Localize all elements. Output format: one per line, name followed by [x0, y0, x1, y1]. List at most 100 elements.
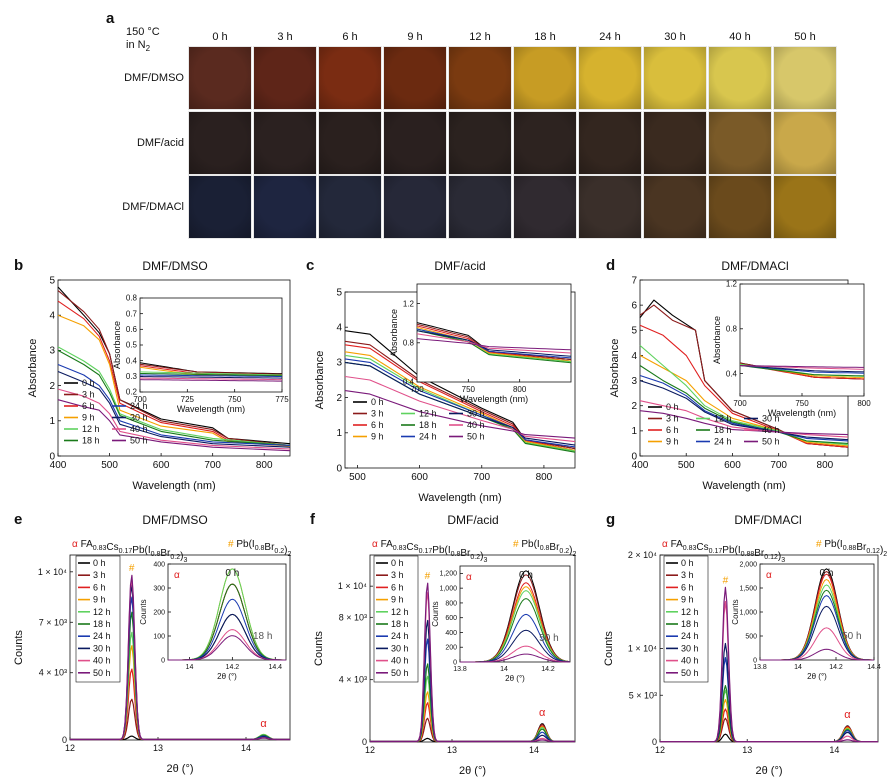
panel-b-legend-label: 50 h — [130, 436, 148, 446]
panel-f-inset-ytick-label: 1,000 — [439, 585, 457, 592]
panel-d-legend-label: 12 h — [714, 414, 732, 424]
panel-e-ytick-label: 4 × 10³ — [39, 668, 67, 678]
film-photo — [318, 46, 382, 110]
panel-c-legend-label: 0 h — [371, 397, 384, 407]
panel-c-ytick-label: 1 — [336, 428, 342, 439]
panel-b-ytick-label: 2 — [49, 381, 55, 392]
panel-g-legend-label: 18 h — [681, 619, 699, 629]
panel-g-ytick-label: 5 × 10³ — [629, 690, 657, 700]
panel-b-series-line — [57, 388, 291, 450]
panel-b-inset-xlabel: Wavelength (nm) — [177, 404, 245, 414]
panel-e-legend-label: 18 h — [93, 619, 111, 629]
panel-f-series-line — [370, 582, 575, 743]
panel-b-inset-line — [139, 363, 283, 375]
panel-g-inset-alpha: α — [766, 570, 772, 581]
panel-f-inset-ytick-label: 200 — [445, 645, 457, 652]
panel-f-inset-xtick-label: 14 — [500, 666, 508, 673]
panel-e-phase2-label: # Pb(I0.8Br0.2)2 — [228, 539, 292, 558]
panel-e-legend-label: 3 h — [93, 570, 106, 580]
panel-e-inset-bg — [168, 564, 286, 660]
panel-c-inset-xlabel: Wavelength (nm) — [460, 394, 528, 404]
panel-g-title: DMF/DMACl — [734, 513, 801, 527]
panel-f-title: DMF/acid — [447, 513, 498, 527]
panel-b-legend-label: 24 h — [130, 401, 148, 411]
panel-b-inset-xtick-label: 700 — [133, 395, 147, 404]
panel-f-legend-label: 18 h — [391, 619, 409, 629]
film-photo — [643, 46, 707, 110]
panel-c-inset-xtick-label: 700 — [410, 385, 424, 394]
panel-b-xtick-label: 700 — [204, 460, 221, 471]
panel-c-inset-frame — [416, 283, 572, 383]
panel-b-legend-label: 9 h — [82, 413, 95, 423]
panel-e-title: DMF/DMSO — [142, 513, 207, 527]
panel-f-inset-xtick-label: 14.2 — [541, 666, 555, 673]
film-photo — [773, 46, 837, 110]
film-photo — [318, 111, 382, 175]
panel-b-inset-line — [139, 371, 283, 376]
panel-b-legend-label: 18 h — [82, 436, 100, 446]
panel-d-xlabel: Wavelength (nm) — [702, 480, 785, 492]
panel-e-xlabel: 2θ (°) — [166, 763, 193, 775]
panel-d-inset-line — [739, 365, 864, 368]
panel-e-series-line — [70, 574, 290, 741]
panel-b-inset-ytick-label: 0.2 — [126, 388, 138, 397]
panel-d-xtick-label: 400 — [632, 460, 649, 471]
panel-b-inset-ytick-label: 0.5 — [126, 341, 138, 350]
panel-g-legend-label: 12 h — [681, 607, 699, 617]
panel-g-inset-xtick-label: 14.2 — [829, 664, 843, 671]
panel-f-inset-ytick-label: 0 — [453, 659, 457, 666]
panel-g-alpha-marker: α — [844, 709, 851, 721]
panel-c-series-line — [344, 361, 576, 446]
panel-e-legend-label: 50 h — [93, 668, 111, 678]
panel-d-series-line — [639, 365, 849, 444]
panel-e-inset-side-label: 18 h — [253, 631, 272, 642]
film-photo — [253, 46, 317, 110]
panel-e-inset-ytick-label: 0 — [161, 657, 165, 664]
panel-c-ytick-label: 5 — [336, 287, 342, 298]
panel-b-inset-line — [140, 374, 282, 377]
panel-c-inset-line — [416, 330, 572, 357]
panel-c-legend-label: 50 h — [467, 432, 485, 442]
panel-f-inset-ytick-label: 1,200 — [439, 571, 457, 578]
panel-g-hash-marker: # — [723, 576, 729, 587]
panel-b-xlabel: Wavelength (nm) — [132, 480, 215, 492]
panel-b-xtick-label: 600 — [153, 460, 170, 471]
panel-b-series-line — [57, 370, 291, 448]
panel-b-inset-xtick-label: 725 — [181, 395, 195, 404]
panel-b-inset-ytick-label: 0.3 — [126, 372, 138, 381]
panel-e-hash-marker: # — [129, 563, 135, 574]
panel-g-ytick-label: 0 — [652, 737, 657, 747]
panel-c-series-line — [344, 390, 576, 439]
panel-e-inset-ytick-label: 200 — [153, 609, 165, 616]
panel-c-inset-line — [416, 338, 572, 351]
panel-e-legend-label: 40 h — [93, 656, 111, 666]
panel-e-inset-xlabel: 2θ (°) — [217, 672, 237, 681]
panel-e-legend-label: 12 h — [93, 607, 111, 617]
panel-f-inset-frame — [459, 565, 571, 663]
panel-e-legend-label: 24 h — [93, 631, 111, 641]
panel-c-legend-label: 12 h — [419, 409, 437, 419]
panel-f-inset-alpha: α — [466, 572, 472, 583]
panel-g-legend-label: 3 h — [681, 570, 694, 580]
panel-f-legend-label: 50 h — [391, 668, 409, 678]
row-label: DMF/DMSO — [124, 72, 184, 84]
panel-c-ytick-label: 3 — [336, 358, 342, 369]
panel-c-inset-xtick-label: 800 — [513, 385, 527, 394]
panel-b-inset-xtick-label: 750 — [228, 395, 242, 404]
panel-b-frame — [57, 279, 291, 457]
panel-f-inset-ylabel: Counts — [431, 601, 440, 626]
film-photo — [383, 46, 447, 110]
panel-g-inset-xtick-label: 14.4 — [867, 664, 881, 671]
panel-b-inset-ytick-label: 0.6 — [126, 325, 138, 334]
panel-c-xtick-label: 500 — [349, 472, 366, 483]
panel-d-ytick-label: 3 — [631, 376, 637, 387]
panel-b-ytick-label: 3 — [49, 346, 55, 357]
panel-g-inset-xlabel: 2θ (°) — [807, 672, 827, 681]
film-photo — [448, 111, 512, 175]
panel-c-inset-ytick-label: 1.2 — [403, 299, 415, 308]
panel-e-inset-ylabel: Counts — [139, 599, 148, 624]
panel-g-phase2-label: # Pb(I0.88Br0.12)2 — [816, 539, 887, 558]
panel-g-inset-xtick-label: 14 — [794, 664, 802, 671]
time-label: 24 h — [599, 31, 621, 43]
panel-e-phase1-label: α FA0.83Cs0.17Pb(I0.8Br0.2)3 — [72, 539, 187, 564]
